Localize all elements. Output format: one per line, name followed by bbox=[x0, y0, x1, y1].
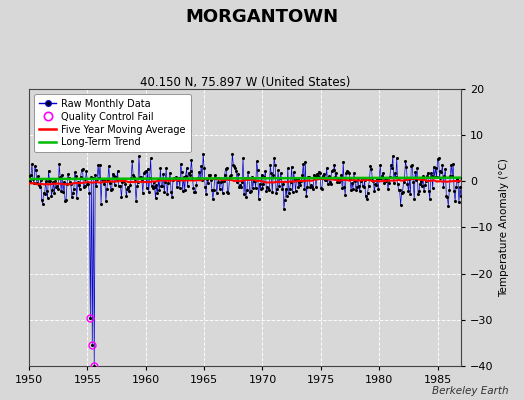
Text: MORGANTOWN: MORGANTOWN bbox=[185, 8, 339, 26]
Text: Berkeley Earth: Berkeley Earth bbox=[432, 386, 508, 396]
Legend: Raw Monthly Data, Quality Control Fail, Five Year Moving Average, Long-Term Tren: Raw Monthly Data, Quality Control Fail, … bbox=[34, 94, 191, 152]
Y-axis label: Temperature Anomaly (°C): Temperature Anomaly (°C) bbox=[499, 158, 509, 297]
Title: 40.150 N, 75.897 W (United States): 40.150 N, 75.897 W (United States) bbox=[140, 76, 350, 89]
